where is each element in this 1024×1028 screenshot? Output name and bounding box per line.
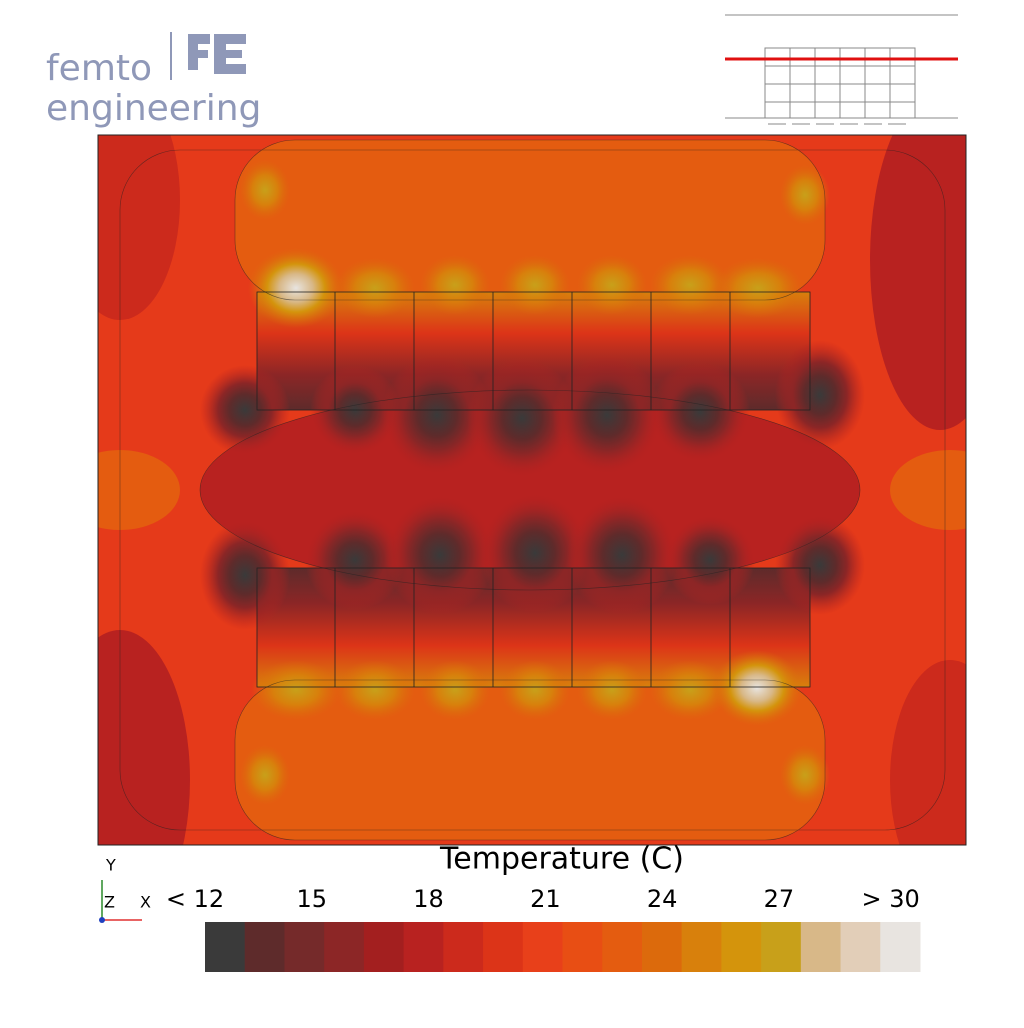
color-swatch xyxy=(880,922,921,972)
color-swatch xyxy=(840,922,881,972)
colorbar-label: 15 xyxy=(297,885,328,913)
color-swatch xyxy=(205,922,246,972)
color-swatch xyxy=(562,922,603,972)
color-swatch xyxy=(324,922,365,972)
color-swatch xyxy=(483,922,524,972)
color-swatch xyxy=(443,922,484,972)
location-diagram xyxy=(725,14,958,125)
colorbar-label: > 30 xyxy=(862,885,920,913)
axis-label: Z xyxy=(104,893,115,912)
color-swatch xyxy=(641,922,683,972)
logo: femto engineering xyxy=(46,32,261,129)
colorbar-label: 24 xyxy=(647,885,678,913)
color-swatch xyxy=(284,922,325,972)
axis-label: X xyxy=(140,893,151,912)
logo-text: engineering xyxy=(46,88,261,129)
colorbar-label: < 12 xyxy=(166,885,224,913)
color-swatch xyxy=(403,922,444,972)
color-swatch xyxy=(363,922,405,972)
color-swatch xyxy=(602,922,643,972)
color-swatch xyxy=(681,922,722,972)
color-swatch xyxy=(761,922,802,972)
color-swatch xyxy=(244,922,285,972)
color-swatch xyxy=(800,922,842,972)
colorbar-label: 18 xyxy=(413,885,444,913)
logo-text: femto xyxy=(46,48,152,89)
colorbar: < 12 15 18 21 24 27 > 30 xyxy=(166,885,921,972)
contour-plot xyxy=(97,134,967,846)
axis-label: Y xyxy=(105,856,116,875)
legend-title: Temperature (C) xyxy=(439,842,684,877)
color-swatch xyxy=(522,922,563,972)
axis-triad: Y Z X xyxy=(99,856,151,923)
colorbar-label: 27 xyxy=(764,885,795,913)
colorbar-label: 21 xyxy=(530,885,561,913)
logo-divider xyxy=(170,32,172,80)
logo-mark xyxy=(188,34,246,74)
color-swatch xyxy=(721,922,762,972)
